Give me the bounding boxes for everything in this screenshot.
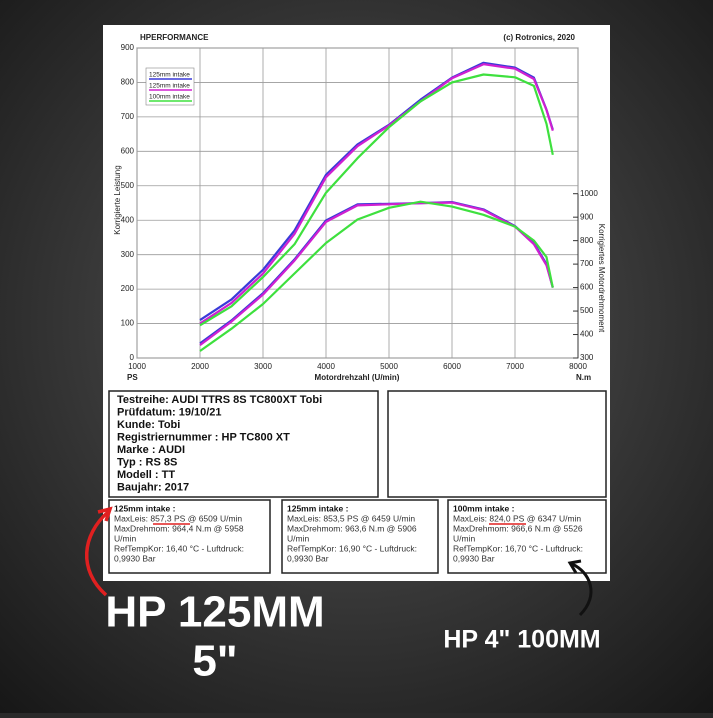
y-tick-label: 600 xyxy=(121,146,135,155)
x-tick-label: 6000 xyxy=(443,362,461,371)
empty-box xyxy=(387,390,607,498)
overlay-left: HP 125MM xyxy=(105,588,324,637)
black-arrow xyxy=(571,562,593,617)
y-tick-label: 0 xyxy=(130,353,135,362)
overlay-left: 5" xyxy=(192,637,237,686)
legend-label: 100mm intake xyxy=(149,94,190,101)
test-info-line: Prüfdatum: 19/10/21 xyxy=(117,406,222,418)
overlay-right: HP 4" 100MM xyxy=(443,626,600,654)
result-title: 125mm intake : xyxy=(287,503,349,513)
result-title: 125mm intake : xyxy=(114,503,176,513)
result-line: 0,9930 Bar xyxy=(114,553,156,563)
result-line: RefTempKor: 16,90 °C - Luftdruck: xyxy=(287,543,417,553)
y-tick-label: 500 xyxy=(121,181,135,190)
y2-unit: N.m xyxy=(576,373,591,382)
y2-tick-label: 600 xyxy=(580,283,594,292)
results: 125mm intake :MaxLeis: 857,3 PS @ 6509 U… xyxy=(108,499,607,574)
y2-tick-label: 300 xyxy=(580,353,594,362)
x-tick-label: 7000 xyxy=(506,362,524,371)
y-tick-label: 700 xyxy=(121,112,135,121)
chart-title: HPERFORMANCE xyxy=(140,33,209,42)
legend-box xyxy=(145,67,195,106)
y-tick-label: 200 xyxy=(121,284,135,293)
result-line: RefTempKor: 16,40 °C - Luftdruck: xyxy=(114,543,244,553)
test-info-line: Marke : AUDI xyxy=(117,444,185,456)
y2-axis-label: Korrigiertes Motordrehmoment xyxy=(597,224,606,333)
red-arrow xyxy=(84,510,110,597)
y2-tick-label: 800 xyxy=(580,236,594,245)
y-tick-label: 900 xyxy=(121,43,135,52)
y-tick-label: 800 xyxy=(121,78,135,87)
black-arrow-head xyxy=(567,559,582,574)
result-line: 0,9930 Bar xyxy=(287,553,329,563)
result-box xyxy=(108,499,271,574)
test-info-line: Testreihe: AUDI TTRS 8S TC800XT Tobi xyxy=(117,394,322,406)
legend: 125mm intake 125mm intake 100mm intake xyxy=(145,67,195,106)
result-line: MaxLeis: 857,3 PS @ 6509 U/min xyxy=(114,513,242,523)
y2-tick-label: 1000 xyxy=(580,189,598,198)
copyright: (c) Rotronics, 2020 xyxy=(503,33,575,42)
result-line: MaxDrehmom: 966,6 N.m @ 5526 xyxy=(453,523,583,533)
series-line xyxy=(199,73,554,327)
x-tick-label: 5000 xyxy=(380,362,398,371)
result-line: MaxLeis: 853,5 PS @ 6459 U/min xyxy=(287,513,415,523)
test-info-line: Modell : TT xyxy=(117,469,175,481)
test-info-line: Kunde: Tobi xyxy=(117,419,180,431)
y2-tick-label: 500 xyxy=(580,306,594,315)
result-line: U/min xyxy=(114,533,136,543)
result-line: U/min xyxy=(287,533,309,543)
x-tick-label: 8000 xyxy=(569,362,587,371)
x-tick-label: 4000 xyxy=(317,362,335,371)
result-line: MaxDrehmom: 963,6 N.m @ 5906 xyxy=(287,523,417,533)
result-line: RefTempKor: 16,70 °C - Luftdruck: xyxy=(453,543,583,553)
x-axis-label: Motordrehzahl (U/min) xyxy=(315,373,400,382)
plot-area xyxy=(136,47,579,359)
y2-tick-label: 700 xyxy=(580,259,594,268)
legend-label: 125mm intake xyxy=(149,72,190,79)
x-tick-label: 1000 xyxy=(128,362,146,371)
result-line: MaxDrehmom: 964,4 N.m @ 5958 xyxy=(114,523,244,533)
result-line: MaxLeis: 824,0 PS @ 6347 U/min xyxy=(453,513,581,523)
x-tick-label: 2000 xyxy=(191,362,209,371)
test-info-box xyxy=(108,390,379,498)
legend-label: 125mm intake xyxy=(149,83,190,90)
y-unit: PS xyxy=(127,373,138,382)
result-line: U/min xyxy=(453,533,475,543)
result-line: 0,9930 Bar xyxy=(453,553,495,563)
y2-tick-label: 400 xyxy=(580,330,594,339)
y-axis-label: Korrigierte Leistung xyxy=(113,165,122,234)
series-line xyxy=(199,200,554,352)
y-tick-label: 300 xyxy=(121,250,135,259)
test-info-line: Typ : RS 8S xyxy=(117,456,177,468)
x-tick-label: 3000 xyxy=(254,362,272,371)
red-arrow-head xyxy=(97,506,113,522)
test-info-line: Baujahr: 2017 xyxy=(117,481,189,493)
result-title: 100mm intake : xyxy=(453,503,515,513)
y2-tick-label: 900 xyxy=(580,212,594,221)
y-tick-label: 400 xyxy=(121,215,135,224)
test-info-line: Registriernummer : HP TC800 XT xyxy=(117,431,290,443)
test-info: Testreihe: AUDI TTRS 8S TC800XT TobiPrüf… xyxy=(117,394,322,494)
result-box xyxy=(281,499,439,574)
y-tick-label: 100 xyxy=(121,319,135,328)
